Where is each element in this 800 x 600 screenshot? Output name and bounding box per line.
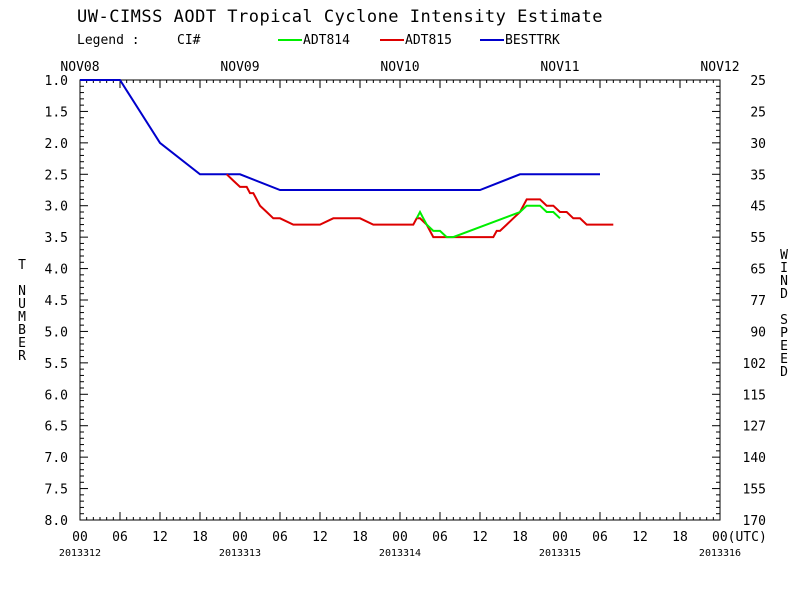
y-tick-label-left: 4.0 [45,263,68,278]
y-tick-label-left: 7.5 [45,483,68,498]
y-tick-label-right: 35 [750,168,766,183]
x-tick-label: 06 [432,530,448,545]
chart-title: UW-CIMSS AODT Tropical Cyclone Intensity… [77,7,603,27]
y-tick-label-right: 170 [743,514,766,529]
legend-adt814-label: ADT814 [303,33,350,48]
y-tick-label-right: 45 [750,200,766,215]
x-tick-label: 00 [392,530,408,545]
top-date-label: NOV11 [540,60,579,75]
x-tick-label: 18 [512,530,528,545]
top-date-label: NOV09 [220,60,259,75]
y-tick-label-right: 55 [750,231,766,246]
y-tick-label-left: 4.5 [45,294,68,309]
y-tick-label-right: 65 [750,263,766,278]
x-tick-label: 00 [552,530,568,545]
axis-labels: 1.0 25 1.5 25 2.0 30 2.5 35 3.0 45 3.5 55 4.0 65 4.5 77… [45,60,767,559]
date-label: 2013312 [59,548,101,559]
legend-besttrk-label: BESTTRK [505,33,560,48]
y-tick-label-right: 30 [750,137,766,152]
y-tick-label-right: 155 [743,483,766,498]
y-tick-label-right: 140 [743,451,766,466]
series-line-adt814 [415,204,561,239]
y-tick-label-right: 25 [750,105,766,120]
y-tick-label-right: 77 [750,294,766,309]
right-axis-title: WIND SPEED [777,248,792,378]
y-tick-label-left: 3.0 [45,200,68,215]
y-tick-label-left: 8.0 [45,514,68,529]
x-tick-label: 00 [232,530,248,545]
x-tick-label: 18 [672,530,688,545]
y-tick-label-left: 7.0 [45,451,68,466]
plot-frame [79,79,721,521]
legend-label: Legend : [77,33,140,48]
series-lines [80,79,614,239]
y-tick-label-left: 5.0 [45,325,68,340]
top-date-label: NOV12 [700,60,739,75]
x-tick-label: 00(UTC) [712,530,767,545]
legend-adt815-label: ADT815 [405,33,452,48]
y-tick-label-right: 115 [743,388,766,403]
x-tick-label: 12 [632,530,648,545]
y-tick-label-right: 102 [743,357,766,372]
x-tick-label: 18 [192,530,208,545]
left-axis-title: T NUMBER [15,258,30,362]
y-tick-label-left: 2.0 [45,137,68,152]
x-tick-label: 12 [152,530,168,545]
y-tick-label-right: 90 [750,325,766,340]
y-tick-label-right: 25 [750,74,766,89]
series-line-besttrk [80,79,600,191]
y-tick-label-left: 2.5 [45,168,68,183]
date-label: 2013315 [539,548,581,559]
y-tick-label-left: 6.5 [45,420,68,435]
y-tick-label-left: 1.5 [45,105,68,120]
axis-ticks [79,79,721,521]
y-tick-label-left: 5.5 [45,357,68,372]
series-line-adt815 [226,173,614,239]
y-tick-label-right: 127 [743,420,766,435]
date-label: 2013316 [699,548,741,559]
x-tick-label: 12 [312,530,328,545]
y-tick-label-left: 1.0 [45,74,68,89]
x-tick-label: 00 [72,530,88,545]
y-tick-label-left: 3.5 [45,231,68,246]
x-tick-label: 06 [112,530,128,545]
y-tick-label-left: 6.0 [45,388,68,403]
date-label: 2013313 [219,548,261,559]
top-date-label: NOV10 [380,60,419,75]
legend-ci-label: CI# [177,33,201,48]
x-tick-label: 06 [592,530,608,545]
x-tick-label: 06 [272,530,288,545]
top-date-label: NOV08 [60,60,99,75]
date-label: 2013314 [379,548,421,559]
x-tick-label: 18 [352,530,368,545]
x-tick-label: 12 [472,530,488,545]
